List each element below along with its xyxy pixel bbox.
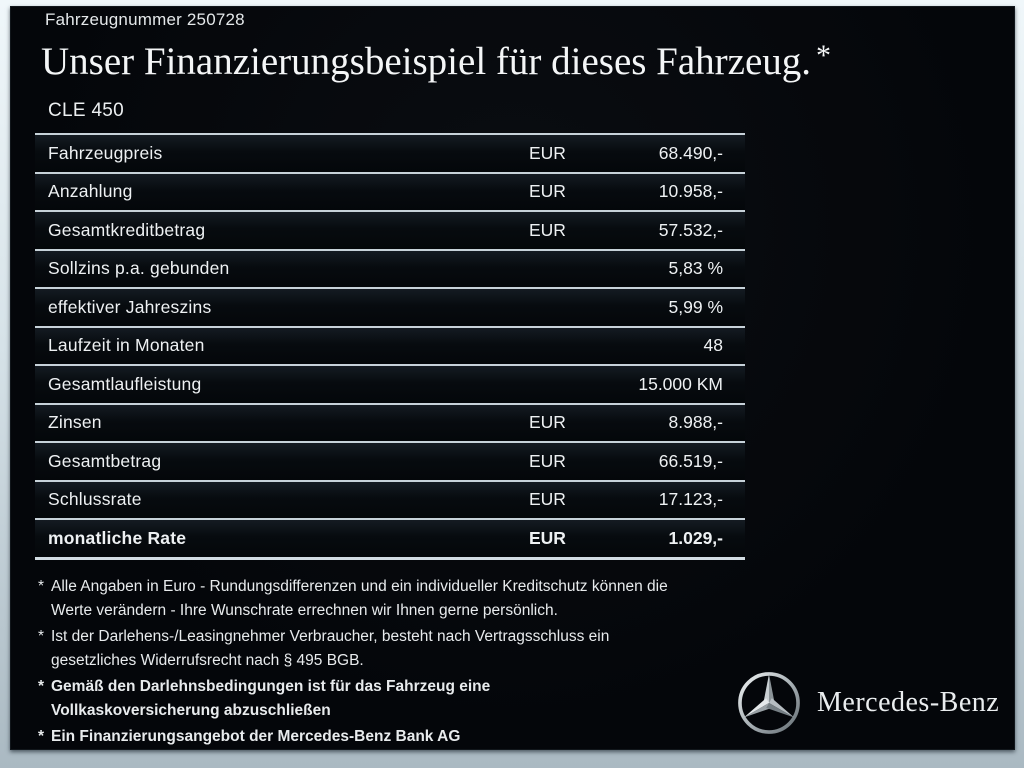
row-label: Gesamtkreditbetrag [48,219,206,240]
table-row: Laufzeit in Monaten 48 [35,325,745,364]
vehicle-model: CLE 450 [48,100,125,121]
row-value: 5,99 % [668,296,723,317]
row-label: Gesamtbetrag [48,450,162,471]
table-row: Gesamtkreditbetrag EUR 57.532,- [35,210,745,249]
row-value: 15.000 KM [638,373,723,394]
footnote-line: Gemäß den Darlehnsbedingungen ist für da… [51,678,491,695]
page-title-text: Unser Finanzierungsbeispiel für dieses F… [41,40,812,83]
row-value: 66.519,- [658,450,723,471]
footnote-marker: * [38,678,45,695]
footnote-marker: * [38,728,45,745]
row-currency: EUR [529,489,566,510]
footnote-text: Ein Finanzierungsangebot der Mercedes-Be… [51,725,460,749]
footnote-line: Ein Finanzierungsangebot der Mercedes-Be… [51,728,461,745]
row-currency: EUR [529,181,566,202]
row-value: 57.532,- [658,219,723,240]
footnote-line: Ist der Darlehens-/Leasingnehmer Verbrau… [51,628,610,645]
footnote-text: Ist der Darlehens-/Leasingnehmer Verbrau… [51,625,609,673]
footnote: * Gemäß den Darlehnsbedingungen ist für … [38,675,738,723]
row-value: 68.490,- [658,142,723,163]
footnote: * Ist der Darlehens-/Leasingnehmer Verbr… [38,625,738,673]
brand-area: Mercedes-Benz [736,670,999,736]
footnote-line: Werte verändern - Ihre Wunschrate errech… [51,602,558,619]
footnote-marker: * [38,578,45,595]
row-currency: EUR [529,219,566,240]
table-row: Gesamtlaufleistung 15.000 KM [35,364,745,403]
row-currency: EUR [529,450,566,471]
finance-table: Fahrzeugpreis EUR 68.490,- Anzahlung EUR… [35,133,745,560]
row-value: 1.029,- [668,527,723,548]
row-value: 48 [703,335,723,356]
row-value: 17.123,- [658,489,723,510]
footnote-text: Alle Angaben in Euro - Rundungsdifferenz… [51,575,668,623]
title-asterisk: * [816,39,832,72]
page-title: Unser Finanzierungsbeispiel für dieses F… [41,39,831,84]
row-label: effektiver Jahreszins [48,296,212,317]
row-value: 10.958,- [658,181,723,202]
row-value: 5,83 % [668,258,723,279]
table-row: Fahrzeugpreis EUR 68.490,- [35,133,745,172]
row-value: 8.988,- [668,412,723,433]
row-label: Gesamtlaufleistung [48,373,202,394]
table-row: effektiver Jahreszins 5,99 % [35,287,745,326]
footnote: * Ein Finanzierungsangebot der Mercedes-… [38,725,738,749]
finance-sheet-panel: Fahrzeugnummer 250728 Unser Finanzierung… [10,6,1015,750]
row-label: Fahrzeugpreis [48,142,163,163]
row-label: Zinsen [48,412,102,433]
table-row: Schlussrate EUR 17.123,- [35,479,745,518]
table-row: monatliche Rate EUR 1.029,- [35,518,745,557]
row-label: Anzahlung [48,181,133,202]
table-row: Anzahlung EUR 10.958,- [35,171,745,210]
brand-wordmark: Mercedes-Benz [817,687,1000,718]
table-row: Zinsen EUR 8.988,- [35,402,745,441]
table-row: Gesamtbetrag EUR 66.519,- [35,441,745,480]
footnote-line: Vollkaskoversicherung abzuschließen [51,702,331,719]
row-label: Laufzeit in Monaten [48,335,205,356]
footnotes: * Alle Angaben in Euro - Rundungsdiffere… [38,575,738,751]
footnote-line: gesetzliches Widerrufsrecht nach § 495 B… [51,652,364,669]
mercedes-star-icon [738,672,800,734]
row-currency: EUR [529,142,566,163]
row-label: Schlussrate [48,489,142,510]
row-label: Sollzins p.a. gebunden [48,258,230,279]
footnote-marker: * [38,628,45,645]
footnote: * Alle Angaben in Euro - Rundungsdiffere… [38,575,738,623]
row-label: monatliche Rate [48,527,187,548]
vehicle-number: Fahrzeugnummer 250728 [45,10,245,29]
footnote-text: Gemäß den Darlehnsbedingungen ist für da… [51,675,490,723]
table-row: Sollzins p.a. gebunden 5,83 % [35,248,745,287]
row-currency: EUR [529,527,566,548]
footnote-line: Alle Angaben in Euro - Rundungsdifferenz… [51,578,668,595]
row-currency: EUR [529,412,566,433]
